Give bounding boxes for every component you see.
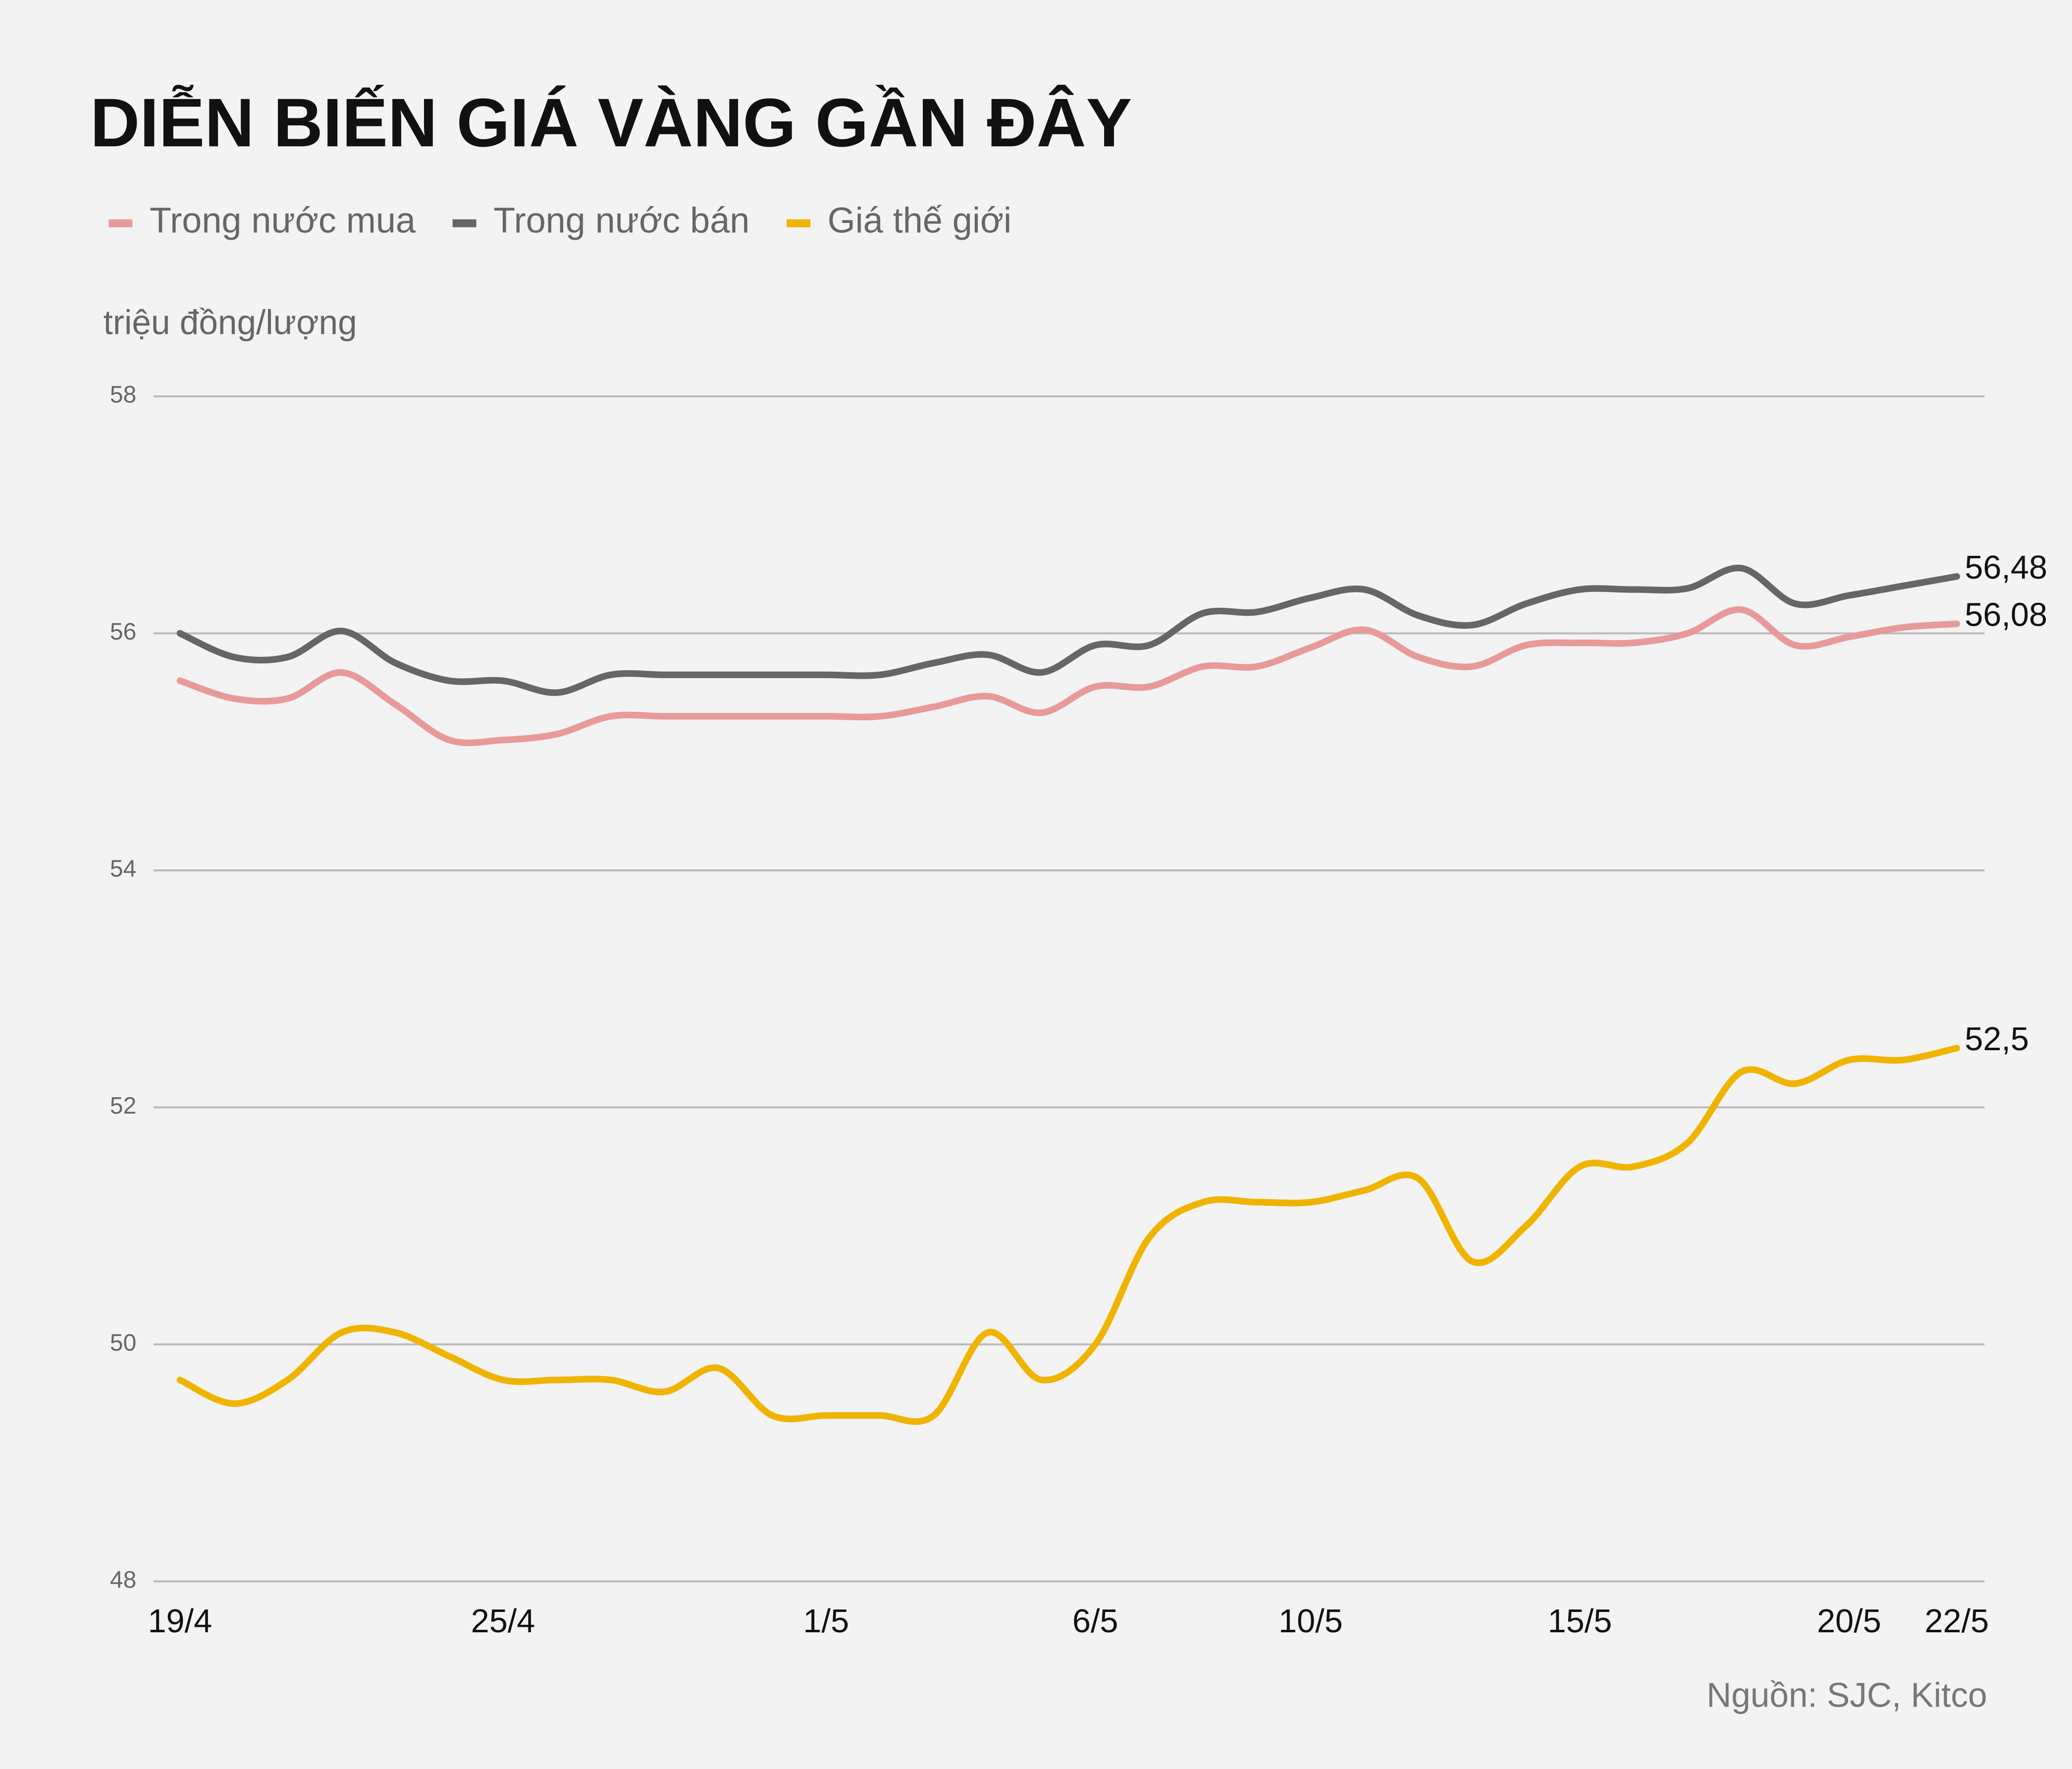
x-tick-label: 20/5	[1817, 1603, 1881, 1640]
value-label: 52,5	[1965, 1021, 2029, 1058]
x-tick-label: 6/5	[1072, 1603, 1118, 1640]
legend-label: Giá thế giới	[828, 201, 1011, 241]
line	[176, 606, 1961, 747]
x-tick-label: 25/4	[471, 1603, 535, 1640]
y-tick-label: 50	[110, 1330, 136, 1356]
legend-label: Trong nước mua	[150, 201, 416, 241]
line	[176, 564, 1961, 696]
x-tick-label: 1/5	[803, 1603, 849, 1640]
source: Nguồn: SJC, Kitco	[1706, 1675, 1987, 1714]
y-tick-label: 56	[110, 619, 136, 645]
x-tick-label: 10/5	[1278, 1603, 1343, 1640]
y-tick-label: 58	[110, 382, 136, 408]
x-tick-label: 15/5	[1548, 1603, 1612, 1640]
x-tick-label: 22/5	[1924, 1603, 1989, 1640]
legend-label: Trong nước bán	[493, 201, 749, 241]
x-tick-label: 19/4	[148, 1603, 212, 1640]
y-axis-label: triệu đồng/lượng	[104, 303, 357, 341]
value-label: 56,08	[1965, 597, 2047, 634]
y-tick-label: 54	[110, 856, 136, 882]
y-tick-label: 52	[110, 1093, 136, 1119]
y-tick-label: 48	[110, 1567, 136, 1593]
chart-title: DIỄN BIẾN GIÁ VÀNG GẦN ĐÂY	[90, 84, 1132, 161]
value-label: 56,48	[1965, 549, 2047, 586]
line	[176, 1045, 1961, 1425]
